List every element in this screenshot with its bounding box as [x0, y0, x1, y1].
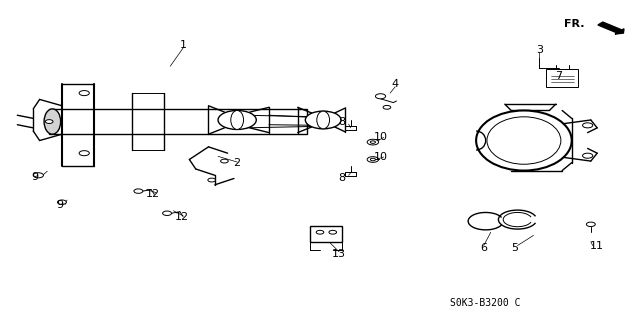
Text: 13: 13 — [332, 249, 346, 259]
Circle shape — [218, 110, 256, 130]
Text: 12: 12 — [175, 212, 189, 222]
Circle shape — [79, 91, 90, 96]
Circle shape — [305, 111, 341, 129]
Text: 4: 4 — [392, 78, 399, 89]
FancyBboxPatch shape — [310, 226, 342, 242]
Text: 7: 7 — [556, 71, 563, 81]
Ellipse shape — [44, 109, 61, 134]
Text: 12: 12 — [145, 189, 159, 199]
Circle shape — [367, 139, 379, 145]
Text: 5: 5 — [511, 243, 518, 253]
Circle shape — [33, 173, 44, 178]
Circle shape — [371, 158, 376, 161]
Text: 9: 9 — [31, 172, 38, 182]
Circle shape — [316, 230, 324, 234]
Circle shape — [45, 120, 53, 123]
FancyArrow shape — [598, 22, 624, 34]
Circle shape — [329, 230, 337, 234]
Text: 6: 6 — [480, 243, 487, 253]
Circle shape — [376, 94, 386, 99]
Text: 11: 11 — [590, 241, 604, 251]
Ellipse shape — [487, 117, 561, 164]
Text: 2: 2 — [234, 158, 241, 168]
Text: 3: 3 — [536, 45, 543, 56]
Circle shape — [582, 153, 593, 158]
Text: 1: 1 — [179, 40, 186, 50]
Circle shape — [134, 189, 143, 193]
Text: 8: 8 — [339, 116, 346, 127]
Text: 8: 8 — [339, 174, 346, 183]
Text: 10: 10 — [374, 132, 388, 142]
Circle shape — [208, 178, 216, 182]
Circle shape — [58, 200, 67, 204]
Circle shape — [383, 105, 391, 109]
Circle shape — [371, 141, 376, 143]
Circle shape — [582, 123, 593, 128]
Text: 10: 10 — [374, 152, 388, 162]
Ellipse shape — [476, 110, 572, 171]
Text: 9: 9 — [56, 200, 63, 210]
Circle shape — [163, 211, 172, 215]
Circle shape — [586, 222, 595, 226]
FancyBboxPatch shape — [49, 109, 307, 134]
Circle shape — [221, 159, 228, 163]
Circle shape — [79, 151, 90, 156]
Circle shape — [367, 157, 379, 162]
Ellipse shape — [231, 110, 244, 130]
Ellipse shape — [317, 111, 330, 129]
Text: FR.: FR. — [564, 19, 584, 28]
Text: S0K3-B3200 C: S0K3-B3200 C — [451, 298, 521, 308]
FancyBboxPatch shape — [546, 69, 578, 87]
